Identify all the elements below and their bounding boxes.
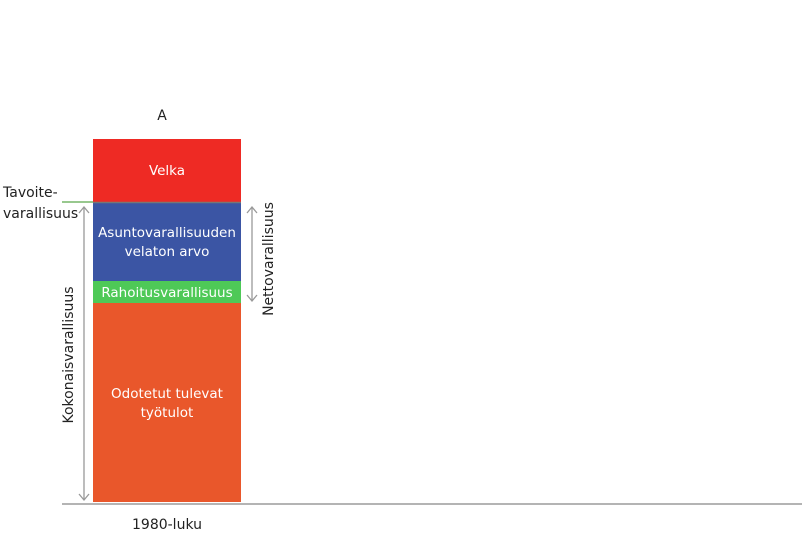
net-wealth-arrow [246,205,258,303]
column-label: A [157,108,167,124]
total-wealth-arrow [78,205,90,502]
segment-debt [93,139,241,202]
financial-label: Rahoitusvarallisuus [101,285,232,301]
debt-label: Velka [149,163,185,179]
earnings-label-1: Odotetut tulevat [111,386,223,402]
segment-housing [93,203,241,281]
target-label-2: varallisuus [3,206,78,222]
target-label-1: Tavoite- [2,185,58,201]
x-axis-label: 1980-luku [132,517,202,533]
housing-label-1: Asuntovarallisuuden [98,225,236,241]
segment-financial [93,281,241,303]
total-wealth-label: Kokonaisvarallisuus [61,286,77,423]
segment-earnings [93,303,241,502]
housing-label-2: velaton arvo [125,244,210,260]
earnings-label-2: työtulot [141,405,194,421]
net-wealth-label: Nettovarallisuus [261,202,277,316]
